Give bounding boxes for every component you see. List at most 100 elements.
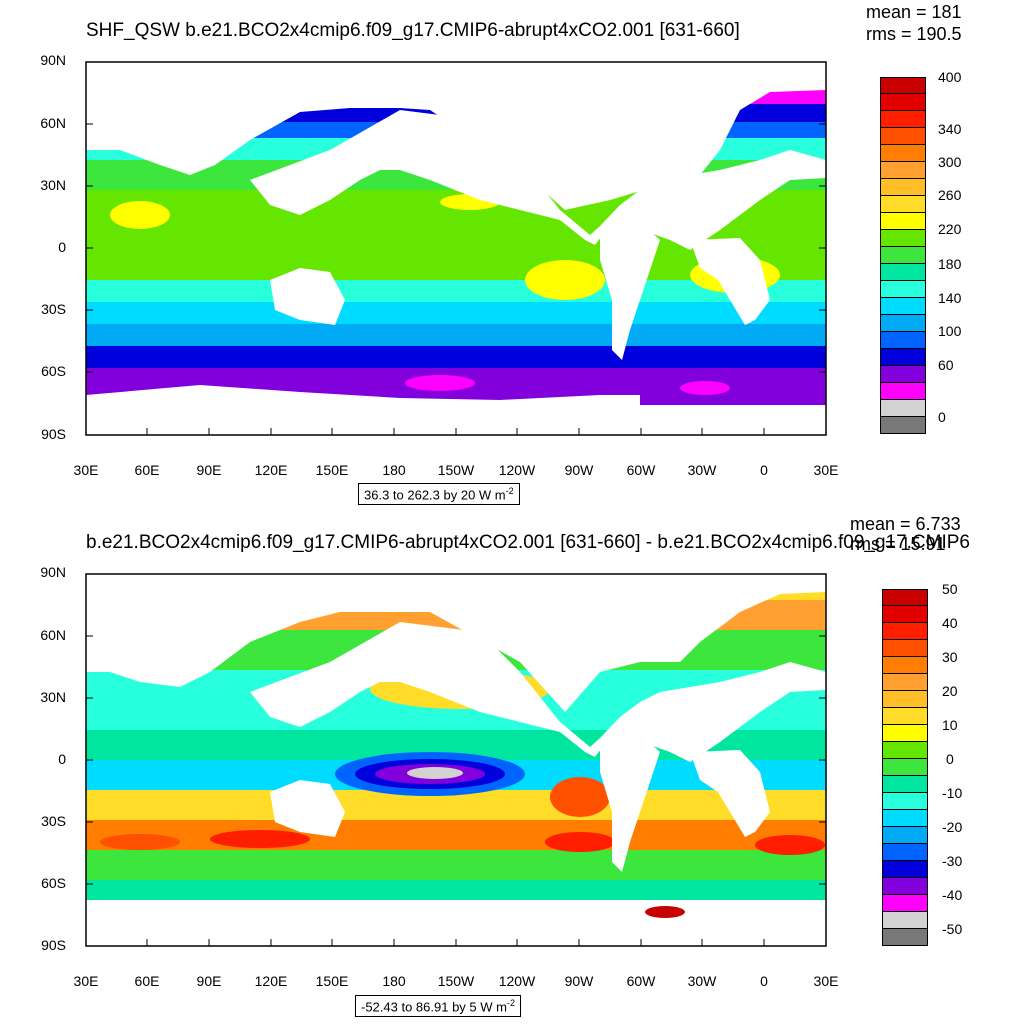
colorbar (880, 77, 926, 434)
colorbar-swatch (880, 145, 926, 162)
lon-label: 150W (437, 973, 475, 989)
colorbar-swatch (882, 708, 928, 725)
lat-label: 30N (40, 177, 66, 193)
colorbar-swatch (880, 417, 926, 434)
colorbar-swatch (882, 674, 928, 691)
colorbar-label: 50 (942, 581, 958, 597)
contour-info-text: -52.43 to 86.91 by 5 W m (361, 999, 507, 1015)
lat-label: 60S (41, 875, 66, 891)
lat-label: 0 (58, 239, 66, 255)
colorbar-swatch (882, 827, 928, 844)
rms-value: rms = 190.5 (866, 24, 962, 44)
map-panel-top: SHF_QSW b.e21.BCO2x4cmip6.f09_g17.CMIP6-… (40, 2, 962, 506)
colorbar-swatch (882, 657, 928, 674)
lon-label: 180 (382, 462, 406, 478)
lon-label: 30W (687, 462, 717, 478)
map-title: b.e21.BCO2x4cmip6.f09_g17.CMIP6-abrupt4x… (86, 532, 971, 553)
lon-label: 30E (813, 462, 839, 478)
colorbar-swatch (880, 196, 926, 213)
map-plot-area (85, 61, 827, 436)
lon-label: 30E (73, 462, 99, 478)
lon-label: 0 (760, 973, 768, 989)
colorbar-swatch (882, 895, 928, 912)
colorbar-label: 300 (938, 154, 962, 170)
colorbar-swatch (880, 400, 926, 417)
map-title: SHF_QSW b.e21.BCO2x4cmip6.f09_g17.CMIP6-… (86, 20, 740, 41)
colorbar-swatch (880, 230, 926, 247)
lat-label: 60N (40, 115, 66, 131)
contour-info-sup: -2 (506, 998, 515, 1008)
colorbar-label: -10 (942, 785, 963, 801)
colorbar-label: 20 (942, 683, 958, 699)
lat-label: 30N (40, 689, 66, 705)
contour-info-box: 36.3 to 262.3 by 20 W m-2 (358, 483, 520, 506)
colorbar-label: 340 (938, 121, 962, 137)
colorbar-swatch (880, 298, 926, 315)
colorbar-swatch (880, 128, 926, 145)
lat-label: 30S (41, 813, 66, 829)
map-plot-area (85, 573, 827, 947)
colorbar-swatch (882, 623, 928, 640)
mean-value: mean = 181 (866, 2, 962, 22)
lon-label: 90W (564, 462, 594, 478)
lon-label: 150E (315, 973, 349, 989)
lon-label: 150W (437, 462, 475, 478)
contour-info-text: 36.3 to 262.3 by 20 W m (364, 487, 506, 503)
colorbar-swatch (882, 878, 928, 895)
colorbar-swatch (882, 759, 928, 776)
colorbar-label: 0 (946, 751, 954, 767)
colorbar-swatch (880, 349, 926, 366)
rms-value: rms = 15.91 (850, 534, 946, 554)
colorbar-swatch (882, 844, 928, 861)
colorbar-swatch (880, 111, 926, 128)
colorbar-swatch (880, 162, 926, 179)
colorbar-label: 260 (938, 187, 962, 203)
colorbar-label: -50 (942, 921, 963, 937)
colorbar-swatch (882, 861, 928, 878)
colorbar-swatch (880, 247, 926, 264)
colorbar-label: 400 (938, 69, 962, 85)
lon-label: 60W (626, 973, 656, 989)
colorbar-swatch (882, 589, 928, 606)
colorbar-swatch (880, 264, 926, 281)
lon-label: 120W (498, 973, 536, 989)
lon-label: 0 (760, 462, 768, 478)
colorbar-swatch (882, 725, 928, 742)
lat-label: 60N (40, 627, 66, 643)
lon-label: 60E (134, 973, 160, 989)
colorbar-swatch (880, 383, 926, 400)
colorbar-swatch (882, 640, 928, 657)
colorbar-label: -20 (942, 819, 963, 835)
contour-info-box: -52.43 to 86.91 by 5 W m-2 (355, 995, 521, 1018)
lon-label: 120E (254, 973, 288, 989)
colorbar-swatch (882, 912, 928, 929)
lat-label: 30S (41, 301, 66, 317)
colorbar-swatch (880, 77, 926, 94)
lat-label: 0 (58, 751, 66, 767)
colorbar-label: 140 (938, 290, 962, 306)
colorbar-label: 180 (938, 256, 962, 272)
lon-label: 90E (196, 973, 222, 989)
colorbar-label: 30 (942, 649, 958, 665)
lon-label: 30W (687, 973, 717, 989)
colorbar-swatch (882, 776, 928, 793)
colorbar-label: 60 (938, 357, 954, 373)
contour-info-sup: -2 (505, 486, 514, 496)
lat-label: 60S (41, 363, 66, 379)
colorbar-swatch (882, 810, 928, 827)
colorbar-swatch (882, 606, 928, 623)
lon-label: 30E (813, 973, 839, 989)
colorbar-swatch (880, 315, 926, 332)
colorbar-swatch (882, 742, 928, 759)
lon-label: 30E (73, 973, 99, 989)
lon-label: 120W (498, 462, 536, 478)
colorbar-label: 100 (938, 323, 962, 339)
colorbar-swatch (880, 281, 926, 298)
colorbar-swatch (880, 332, 926, 349)
colorbar-swatch (882, 691, 928, 708)
lon-label: 180 (382, 973, 406, 989)
colorbar-swatch (880, 179, 926, 196)
map-panel-bottom: b.e21.BCO2x4cmip6.f09_g17.CMIP6-abrupt4x… (0, 512, 1024, 1024)
lon-label: 150E (315, 462, 349, 478)
colorbar-swatch (880, 213, 926, 230)
